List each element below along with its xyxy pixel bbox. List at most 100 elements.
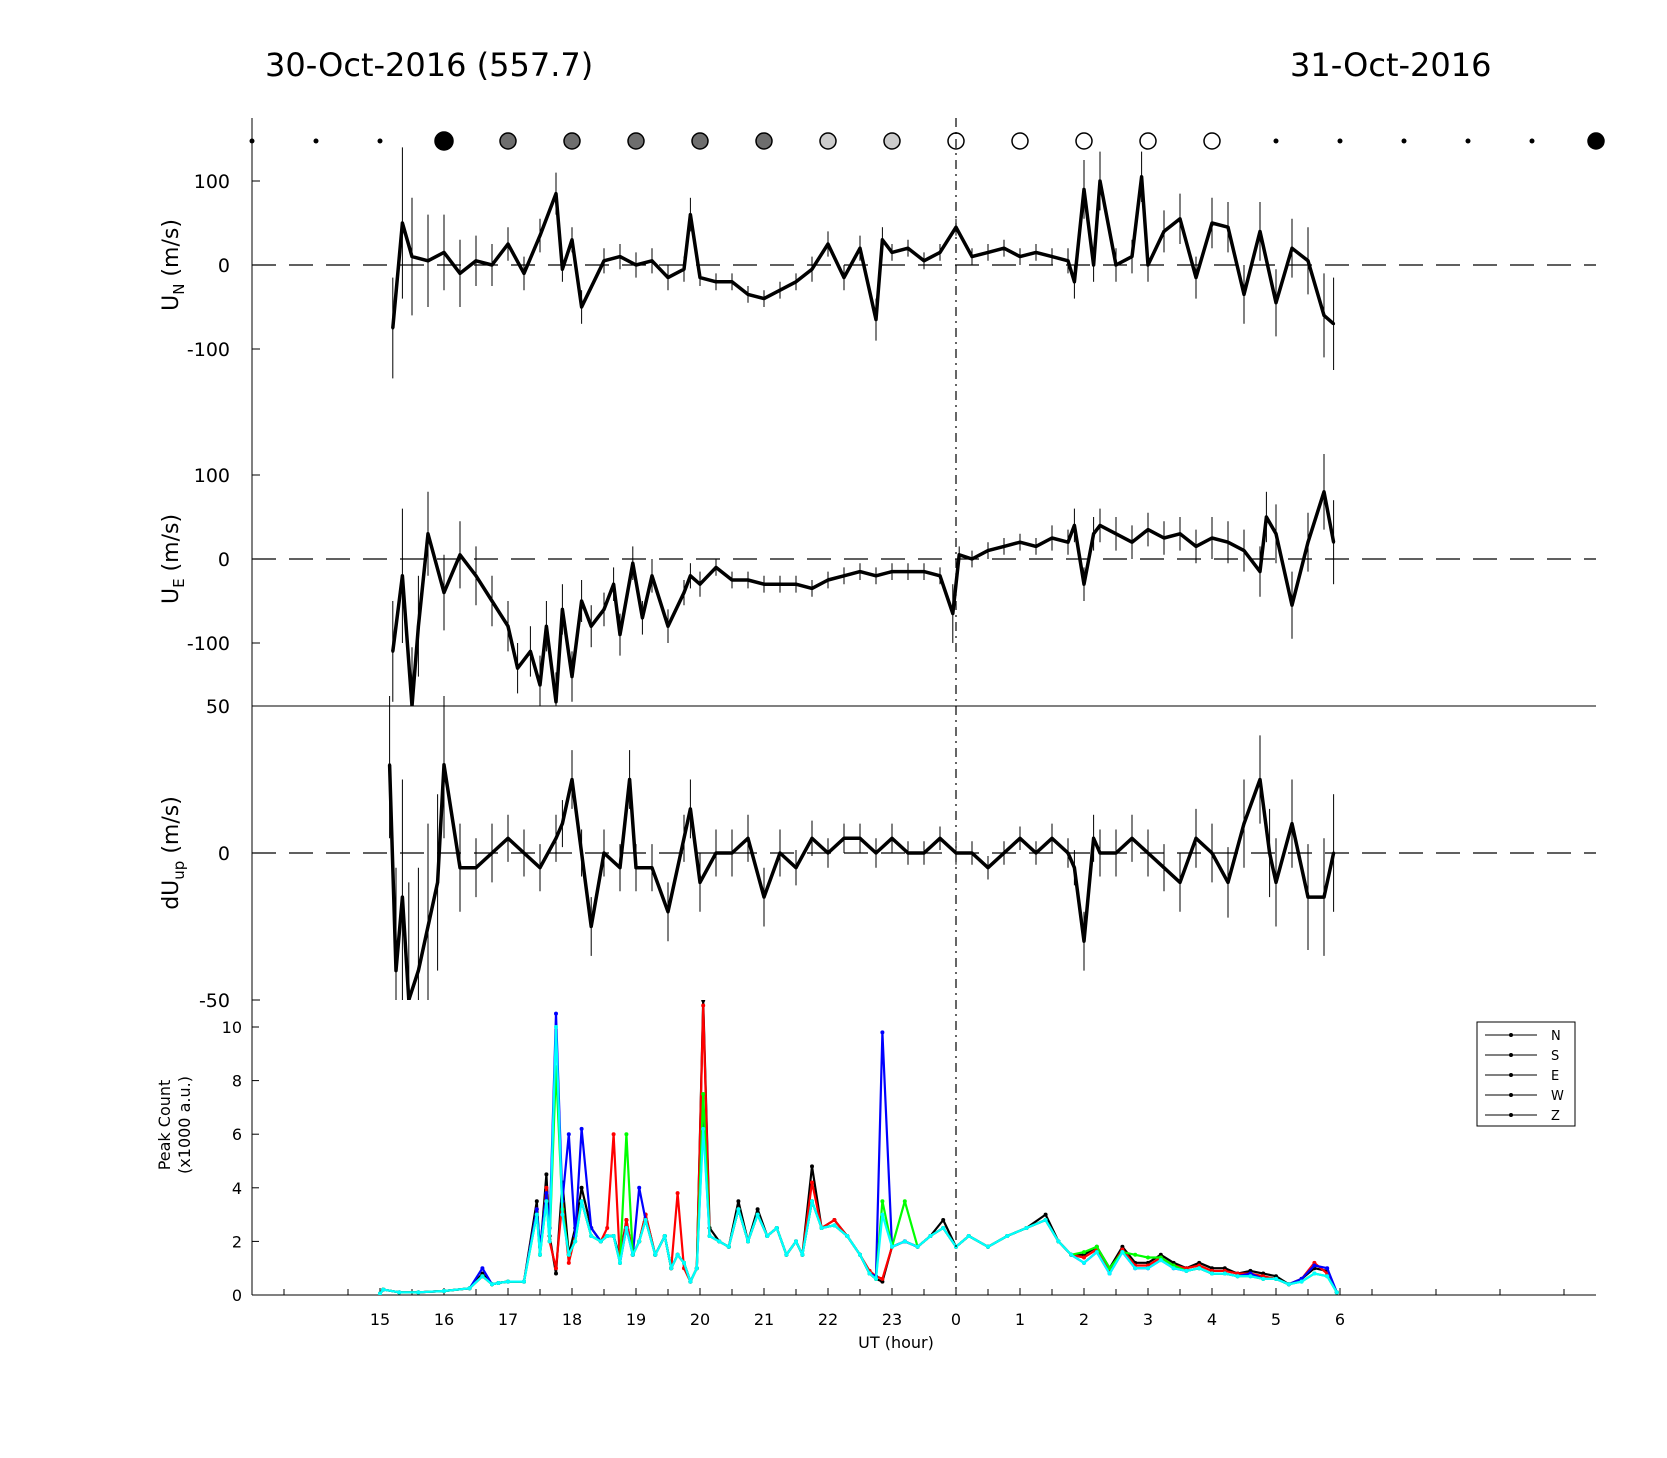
x-tick-label: 16 xyxy=(434,1310,454,1329)
wind-data-point xyxy=(580,305,584,309)
wind-data-point xyxy=(922,570,926,574)
series-point-Z xyxy=(534,1212,539,1217)
series-point-Z xyxy=(589,1234,594,1239)
series-point-S xyxy=(1082,1255,1086,1260)
wind-data-point xyxy=(874,851,878,855)
wind-series-line xyxy=(391,490,1336,706)
series-point-E xyxy=(1312,1263,1317,1268)
wind-data-point xyxy=(589,925,593,928)
wind-data-point xyxy=(858,570,862,574)
y-tick-label: 0 xyxy=(218,843,230,865)
wind-data-point xyxy=(730,578,734,582)
x-tick-label: 4 xyxy=(1207,1310,1217,1329)
series-point-Z xyxy=(694,1266,699,1271)
wind-data-point xyxy=(474,866,478,870)
series-point-S xyxy=(701,1003,706,1008)
moon-marker-black xyxy=(434,131,454,151)
x-tick-label: 6 xyxy=(1335,1310,1345,1329)
wind-data-point xyxy=(1018,540,1022,544)
wind-data-point xyxy=(1306,540,1310,544)
x-axis-label: UT (hour) xyxy=(858,1333,934,1352)
wind-data-point xyxy=(794,280,798,284)
wind-data-point xyxy=(442,763,446,767)
wind-data-point xyxy=(1092,532,1096,536)
wind-data-point xyxy=(1130,255,1134,259)
series-point-Z xyxy=(1261,1276,1266,1281)
wind-data-point xyxy=(391,326,395,330)
series-point-W xyxy=(1094,1244,1099,1249)
series-point-Z xyxy=(506,1279,510,1284)
moon-marker-dot xyxy=(1529,138,1535,144)
wind-data-point xyxy=(1018,255,1022,259)
wind-data-point xyxy=(1092,836,1096,840)
wind-data-point xyxy=(474,259,478,263)
series-point-N xyxy=(554,1271,558,1276)
series-point-W xyxy=(1107,1266,1112,1271)
wind-data-point xyxy=(666,276,670,280)
wind-data-point xyxy=(1098,851,1102,855)
y-tick-label: 100 xyxy=(194,171,230,193)
series-point-Z xyxy=(480,1274,485,1279)
wind-data-point xyxy=(570,675,574,679)
y-tick-label: 0 xyxy=(218,255,230,277)
series-point-Z xyxy=(1133,1266,1138,1271)
wind-data-point xyxy=(1072,280,1076,284)
series-point-S xyxy=(880,1276,885,1281)
wind-data-point xyxy=(618,255,622,259)
series-point-Z xyxy=(662,1234,667,1239)
left-date-title: 30-Oct-2016 (557.7) xyxy=(265,46,593,84)
series-point-Z xyxy=(810,1199,814,1204)
x-tick-label: 2 xyxy=(1079,1310,1089,1329)
series-point-Z xyxy=(378,1291,382,1295)
wind-data-point xyxy=(906,851,910,855)
series-point-W xyxy=(1082,1250,1086,1255)
y-tick-label: 4 xyxy=(232,1179,242,1198)
wind-data-point xyxy=(400,221,404,225)
series-point-Z xyxy=(966,1234,971,1239)
plot-area xyxy=(391,454,1336,706)
wind-data-point xyxy=(1082,187,1086,191)
wind-data-point xyxy=(778,851,782,855)
wind-data-point xyxy=(618,866,622,870)
series-point-Z xyxy=(874,1276,878,1281)
wind-data-point xyxy=(1322,895,1326,899)
moon-phase-markers xyxy=(249,131,1605,151)
y-tick-label: 50 xyxy=(206,696,230,718)
wind-data-point xyxy=(602,607,606,611)
wind-data-point xyxy=(1146,528,1150,532)
series-point-Z xyxy=(928,1234,933,1239)
wind-data-point xyxy=(762,895,766,899)
moon-marker-white xyxy=(1075,132,1093,150)
x-tick-label: 17 xyxy=(498,1310,518,1329)
wind-data-point xyxy=(826,242,830,246)
moon-marker-dot xyxy=(377,138,383,144)
series-point-Z xyxy=(1146,1266,1150,1271)
panel-northward-wind: 100 0 -100 UN (m/s) xyxy=(159,118,1596,412)
x-tick-label: 1 xyxy=(1015,1310,1025,1329)
series-point-N xyxy=(544,1172,549,1177)
series-point-W xyxy=(1146,1255,1150,1260)
series-point-Z xyxy=(1005,1234,1010,1239)
moon-marker-dot xyxy=(313,138,319,144)
legend-label: W xyxy=(1551,1089,1564,1104)
series-point-Z xyxy=(1222,1271,1227,1276)
series-point-S xyxy=(566,1260,571,1265)
wind-data-point xyxy=(650,259,654,263)
series-point-Z xyxy=(941,1226,946,1230)
series-point-Z xyxy=(794,1239,798,1244)
x-tick-label: 21 xyxy=(754,1310,774,1329)
wind-data-point xyxy=(906,570,910,574)
y-tick-label: -100 xyxy=(187,339,230,361)
wind-data-point xyxy=(560,267,564,271)
wind-data-point xyxy=(1290,822,1294,826)
wind-data-point xyxy=(1210,851,1214,855)
wind-data-point xyxy=(1162,866,1166,870)
wind-data-point xyxy=(1082,939,1086,943)
wind-data-point xyxy=(538,866,542,870)
wind-data-point xyxy=(1178,880,1182,884)
series-point-S xyxy=(832,1217,837,1222)
wind-data-point xyxy=(1050,536,1054,540)
wind-data-point xyxy=(986,250,990,254)
wind-data-point xyxy=(528,649,532,653)
wind-data-point xyxy=(516,666,520,670)
